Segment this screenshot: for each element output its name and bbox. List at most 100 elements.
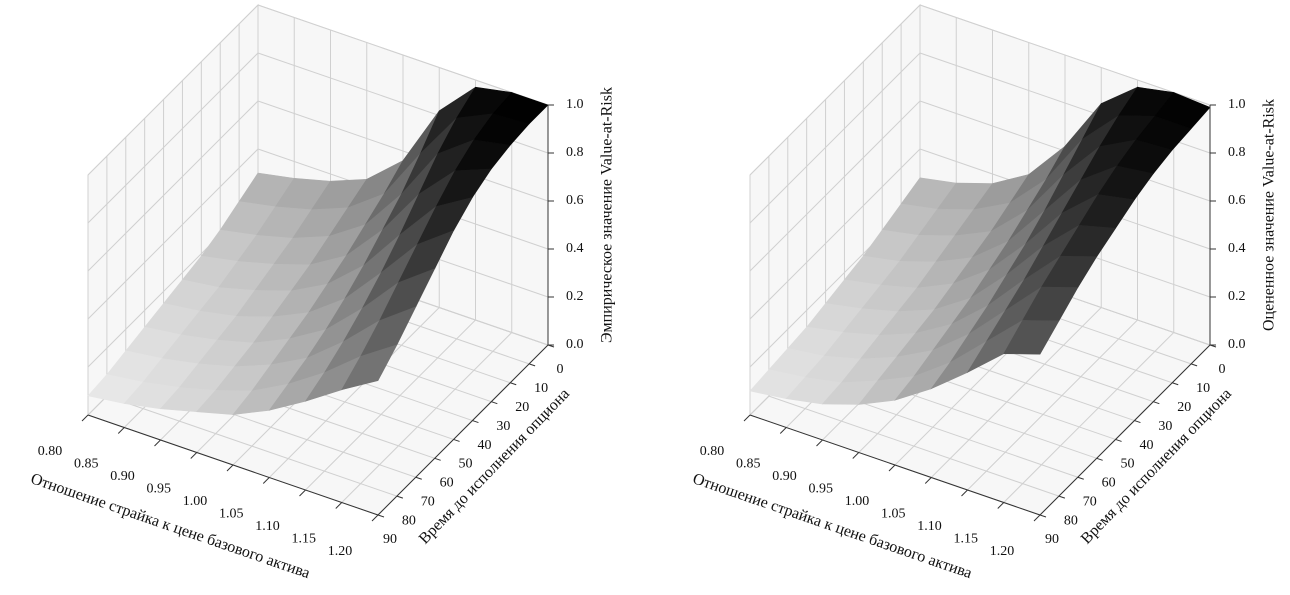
x-tick-label: 1.00 (845, 494, 870, 509)
x-tick-label: 1.15 (954, 532, 979, 547)
y-tick-label: 20 (515, 400, 529, 415)
z-axis-label: Оцененное значение Value-at-Risk (1261, 99, 1278, 331)
x-tick-label: 1.20 (328, 544, 353, 559)
surface-cell (341, 344, 398, 391)
tick-mark (888, 464, 896, 472)
y-tick-label: 80 (402, 513, 416, 528)
y-tick-label: 70 (1083, 494, 1097, 509)
grid-line (87, 148, 259, 320)
x-tick-label: 1.20 (990, 544, 1015, 559)
y-tick-label: 60 (1102, 476, 1116, 491)
grid-line (749, 100, 921, 272)
z-tick-label: 0.0 (1228, 337, 1246, 352)
x-tick-label: 1.05 (881, 507, 906, 522)
y-tick-label: 30 (1158, 419, 1172, 434)
tick-mark (1190, 363, 1198, 367)
z-tick-label: 0.6 (1228, 193, 1246, 208)
z-tick-label: 1.0 (566, 97, 584, 112)
tick-mark (816, 439, 823, 447)
x-tick-label: 1.10 (255, 519, 280, 534)
z-tick-label: 0.4 (566, 241, 584, 256)
tick-mark (299, 489, 306, 497)
z-tick-label: 0.4 (1228, 241, 1246, 256)
grid-line (967, 319, 1138, 491)
tick-mark (1039, 514, 1047, 518)
y-tick-label: 60 (440, 476, 454, 491)
x-tick-label: 0.85 (736, 457, 761, 472)
tick-mark (924, 477, 932, 484)
tick-mark (371, 514, 379, 522)
y-tick-label: 0 (557, 362, 564, 377)
tick-mark (1033, 514, 1041, 522)
x-tick-label: 1.05 (219, 507, 244, 522)
y-tick-label: 40 (477, 438, 491, 453)
grid-line (257, 100, 549, 202)
z-axis-label: Эмпирическое значение Value-at-Risk (599, 87, 616, 343)
y-tick-label: 50 (459, 457, 473, 472)
grid-line (749, 148, 921, 320)
y-tick-label: 40 (1139, 438, 1153, 453)
grid-line (1003, 332, 1175, 503)
x-tick-label: 0.90 (772, 469, 797, 484)
z-tick-label: 1.0 (1228, 97, 1246, 112)
tick-mark (154, 439, 161, 447)
grid-line (87, 52, 259, 224)
y-tick-label: 80 (1064, 513, 1078, 528)
grid-line (919, 4, 1211, 106)
tick-mark (1172, 382, 1179, 386)
tick-mark (1153, 401, 1160, 405)
y-tick-label: 10 (534, 381, 548, 396)
x-tick-label: 1.10 (917, 519, 942, 534)
x-tick-label: 0.80 (700, 444, 725, 459)
tick-mark (743, 414, 751, 422)
y-tick-label: 10 (1196, 381, 1210, 396)
tick-mark (491, 401, 498, 405)
y-tick-label: 90 (383, 532, 397, 547)
grid-line (106, 395, 398, 497)
grid-line (768, 395, 1060, 497)
tick-mark (226, 464, 234, 472)
y-tick-label: 90 (1045, 532, 1059, 547)
tick-mark (1096, 457, 1103, 461)
tick-mark (510, 382, 517, 386)
tick-mark (396, 495, 404, 499)
x-tick-label: 0.90 (110, 469, 135, 484)
y-tick-label: 30 (496, 419, 510, 434)
grid-line (268, 307, 440, 478)
grid-line (341, 332, 513, 503)
tick-mark (453, 438, 460, 442)
tick-mark (961, 489, 968, 497)
tick-mark (377, 514, 385, 518)
grid-line (930, 307, 1102, 478)
tick-mark (81, 414, 89, 422)
z-tick-label: 0.2 (566, 289, 584, 304)
tick-mark (1058, 495, 1066, 499)
x-tick-label: 0.95 (147, 482, 172, 497)
z-tick-label: 0.2 (1228, 289, 1246, 304)
tick-mark (852, 452, 860, 459)
grid-line (749, 52, 921, 224)
x-tick-label: 1.15 (292, 532, 317, 547)
z-tick-label: 0.8 (1228, 145, 1246, 160)
x-tick-label: 0.80 (38, 444, 63, 459)
grid-line (87, 4, 259, 176)
tick-mark (779, 427, 787, 434)
y-tick-label: 0 (1219, 362, 1226, 377)
x-tick-label: 1.00 (183, 494, 208, 509)
tick-mark (528, 363, 536, 367)
tick-mark (1077, 476, 1084, 480)
tick-mark (415, 476, 422, 480)
grid-line (257, 4, 549, 106)
tick-mark (434, 457, 441, 461)
grid-line (305, 319, 476, 491)
tick-mark (1134, 420, 1141, 424)
tick-mark (335, 502, 343, 509)
y-tick-label: 70 (421, 494, 435, 509)
y-axis (1039, 344, 1211, 516)
x-tick-label: 0.85 (74, 457, 99, 472)
tick-mark (472, 420, 479, 424)
y-axis (377, 344, 549, 516)
tick-mark (117, 427, 125, 434)
grid-line (749, 4, 921, 176)
